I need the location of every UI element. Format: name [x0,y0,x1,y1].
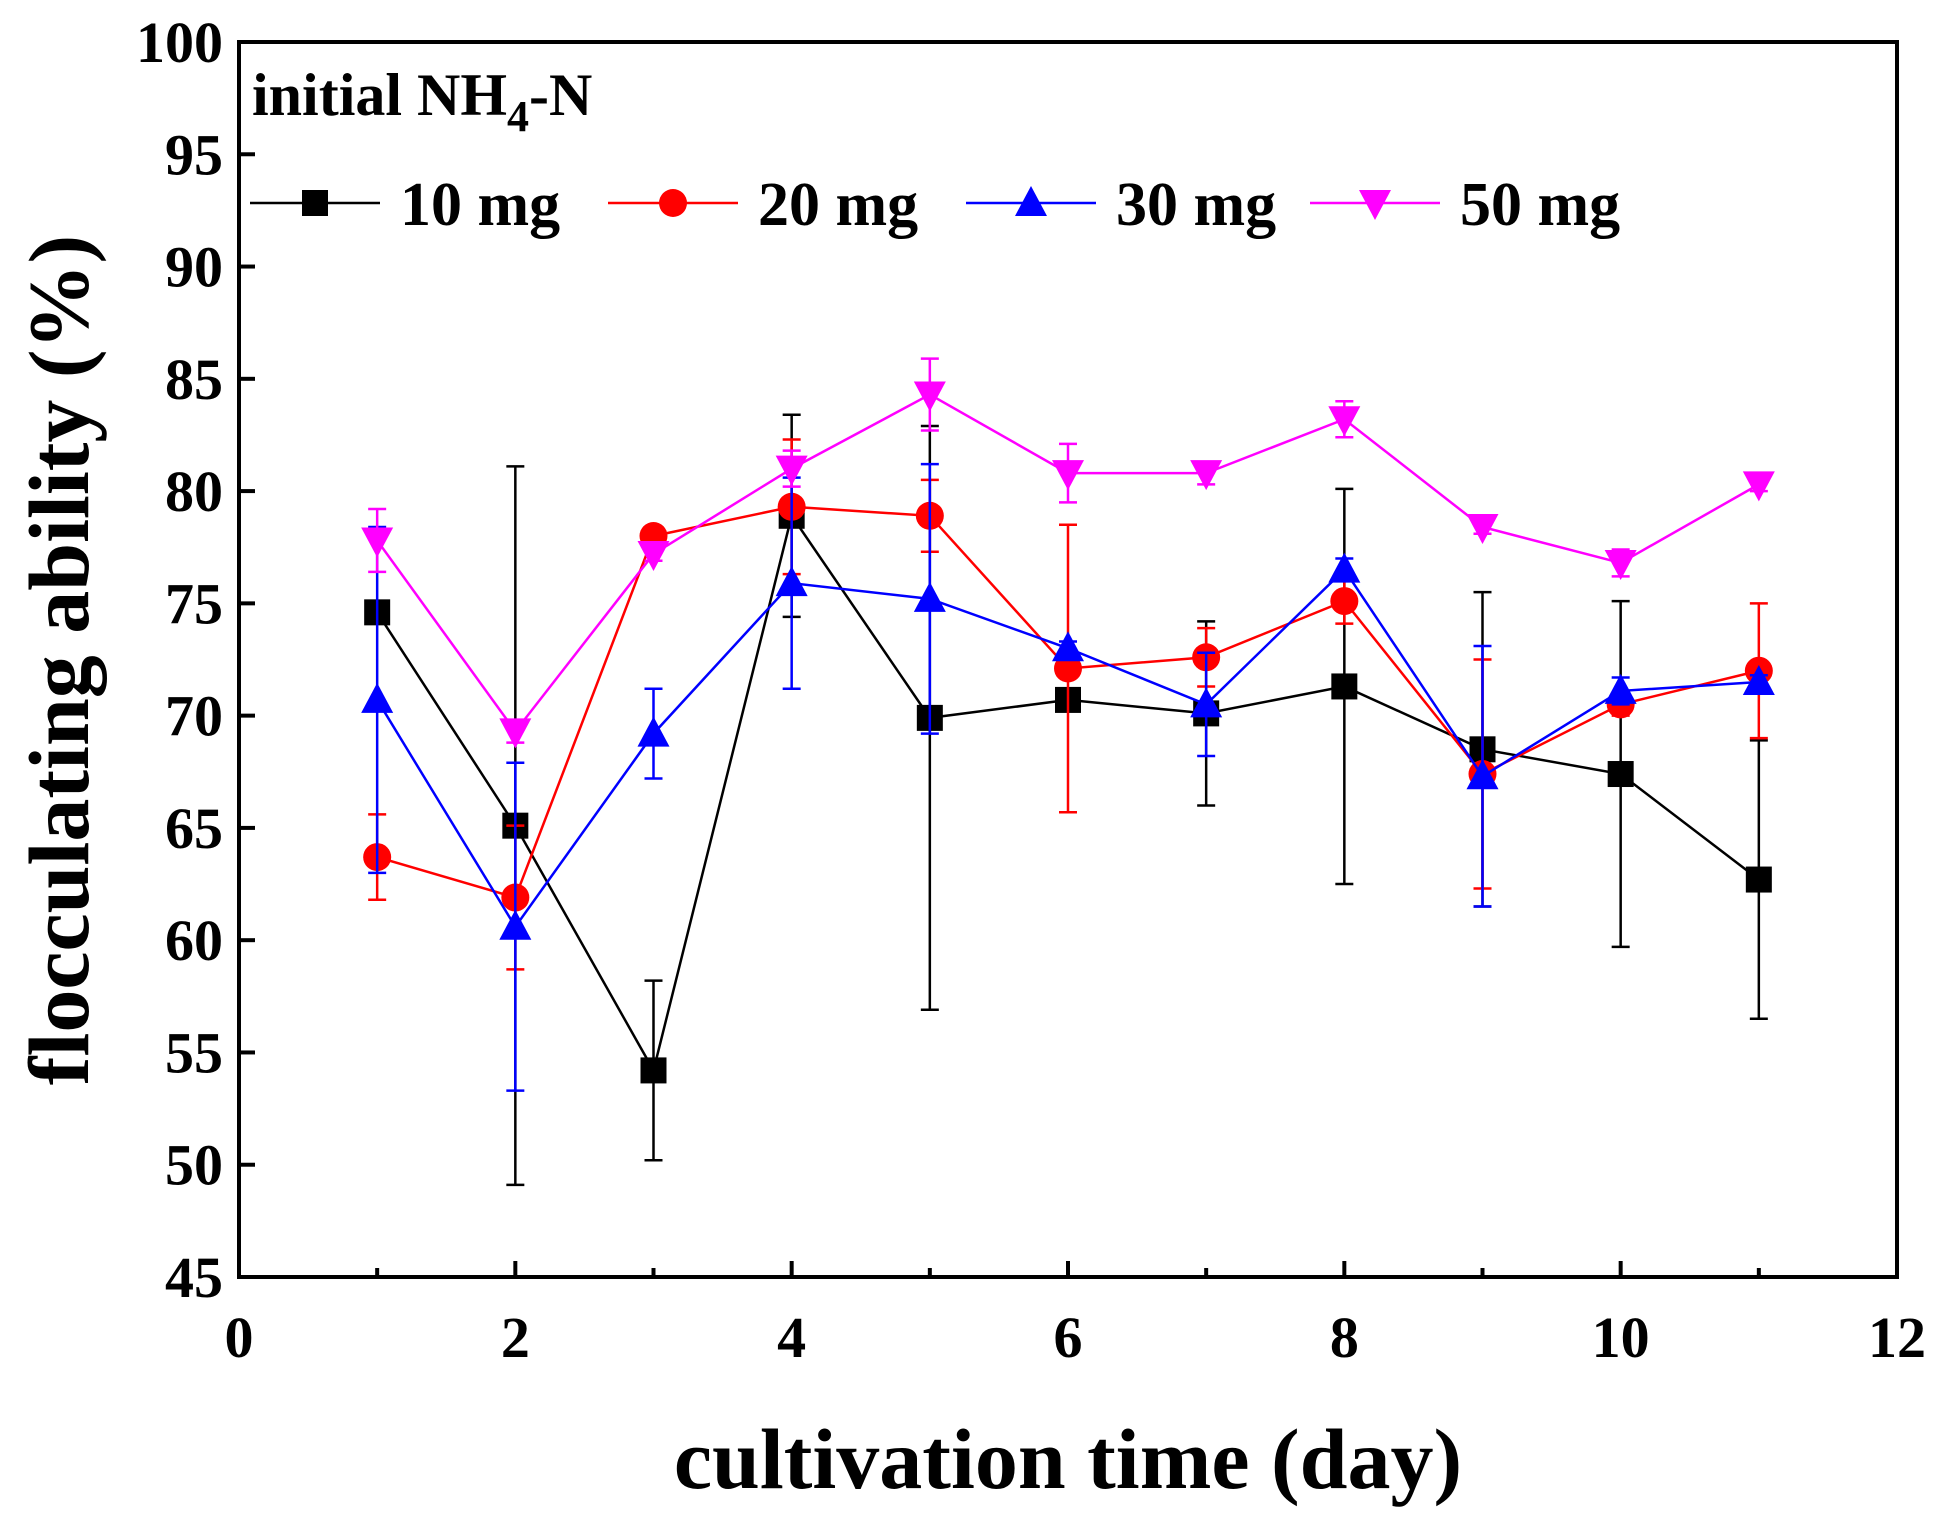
series-20-mg [363,438,1773,971]
y-tick-label: 45 [165,1245,223,1310]
triangle-up-marker [1052,631,1084,662]
legend-item: 50 mg [1310,171,1620,239]
y-tick-label: 60 [165,908,223,973]
triangle-down-marker [361,527,394,558]
legend-title-sub: 4 [507,92,529,141]
triangle-up-marker [1328,552,1361,583]
y-tick-label: 65 [165,796,223,861]
y-tick-label: 80 [165,459,223,524]
triangle-up-marker [637,716,670,747]
legend-label: 50 mg [1460,171,1620,239]
triangle-down-marker [1466,514,1499,545]
triangle-down-marker [1359,190,1391,220]
y-tick-label: 100 [136,10,223,75]
y-tick-label: 90 [165,235,223,300]
triangle-down-marker [1052,460,1084,491]
circle-marker [1054,654,1082,683]
triangle-up-marker [913,581,946,612]
x-axis-title: cultivation time (day) [674,1411,1462,1507]
triangle-down-marker [775,455,808,486]
square-marker [1745,866,1772,893]
legend-title: initial NH4-N [252,62,592,141]
legend-title-main: initial NH [252,62,507,128]
legend-label: 20 mg [758,171,918,239]
triangle-up-marker [361,682,394,713]
axes-layer: 0 2 4 6 8 10 12 45 50 55 60 65 70 75 80 85 90 95 100 [136,10,1926,1370]
legend: 10 mg 20 mg 30 mg 50 mg [250,171,1620,239]
legend-label: 10 mg [400,171,560,239]
y-axis-title: flocculating ability (%) [11,235,107,1085]
square-marker [302,190,328,216]
legend-item: 20 mg [608,171,918,239]
legend-label: 30 mg [1116,171,1276,239]
x-tick-label: 6 [1054,1305,1083,1370]
legend-title-tail: -N [529,62,592,128]
x-tick-label: 4 [777,1305,806,1370]
y-tick-label: 85 [165,347,223,412]
circle-marker [659,189,687,217]
x-tick-label: 12 [1868,1305,1926,1370]
series-layer [361,357,1775,1187]
triangle-up-marker [1742,664,1775,695]
circle-marker [1330,587,1359,616]
square-marker [640,1057,667,1084]
x-tick-label: 10 [1592,1305,1650,1370]
legend-item: 30 mg [966,171,1276,239]
triangle-up-marker [1015,186,1047,216]
triangle-down-marker [1190,460,1223,491]
series-50-mg [361,357,1775,749]
x-tick-label: 8 [1330,1305,1359,1370]
triangle-up-marker [775,566,808,597]
y-tick-label: 70 [165,684,223,749]
y-tick-label: 75 [165,571,223,636]
x-tick-label: 0 [225,1305,254,1370]
triangle-up-marker [499,909,532,940]
triangle-down-marker [1328,406,1361,437]
square-marker [1607,761,1634,788]
triangle-up-marker [1466,759,1499,790]
triangle-up-marker [1190,687,1223,718]
triangle-down-marker [913,381,946,412]
y-tick-label: 95 [165,122,223,187]
triangle-down-marker [637,540,670,571]
legend-item: 10 mg [250,171,560,239]
x-tick-label: 2 [501,1305,530,1370]
triangle-up-marker [1604,673,1637,704]
square-marker [1331,673,1358,700]
y-tick-label: 50 [165,1133,223,1198]
triangle-down-marker [1604,549,1637,580]
triangle-down-marker [1742,471,1775,502]
y-tick-label: 55 [165,1020,223,1085]
triangle-down-marker [499,718,532,749]
